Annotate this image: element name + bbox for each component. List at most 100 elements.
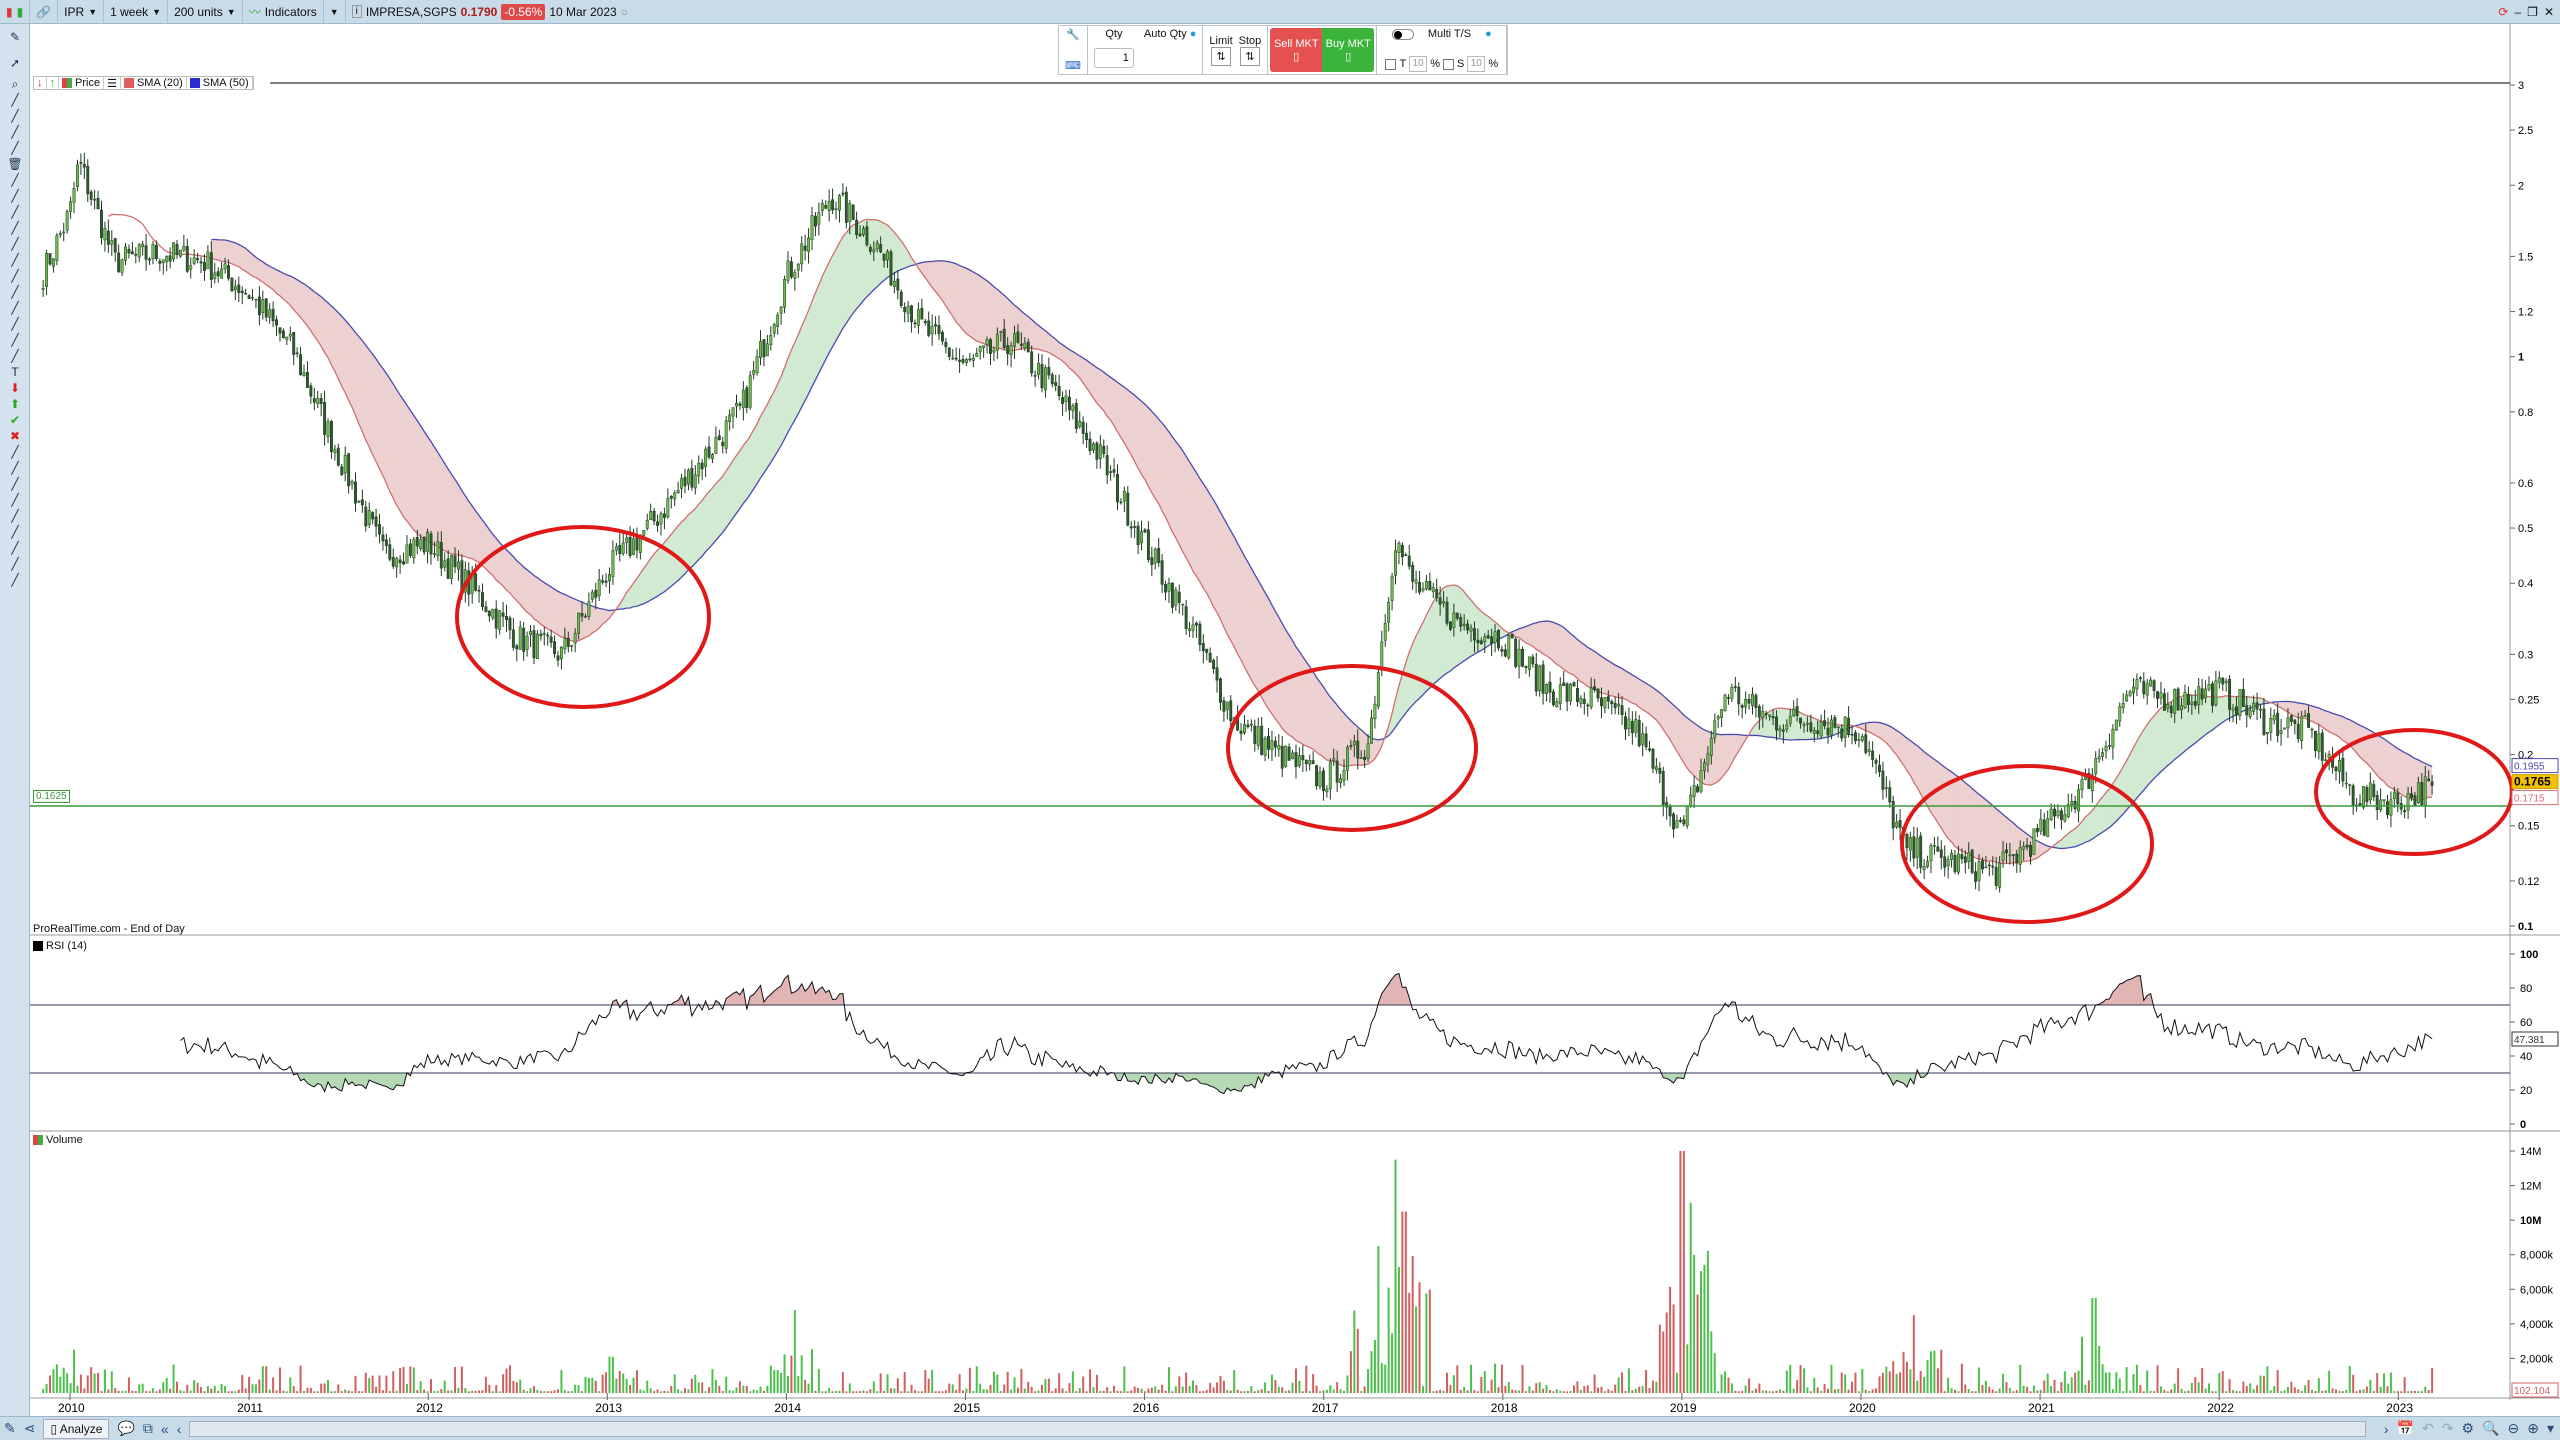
fib-tool-icon[interactable]: ╱ [11,285,19,299]
t-percent-input[interactable]: 10 [1409,56,1428,72]
sma-cloud-segment [300,281,305,322]
hline-label[interactable]: 0.1625 [33,790,70,803]
indicators-button[interactable]: 〰 Indicators [243,0,324,24]
limit-order-button[interactable]: ⇅ [1211,46,1231,66]
copy-tool-icon[interactable]: ╱ [11,125,19,139]
move-down-button[interactable]: ↓ [34,77,47,89]
refresh-icon[interactable]: ⟳ [2498,4,2509,19]
rsi-legend[interactable]: RSI (14) [33,940,87,952]
restore-icon[interactable]: ❐ [2527,4,2538,19]
analyze-button[interactable]: ▯ Analyze [43,1418,110,1439]
fan-tool-icon[interactable]: ╱ [11,333,19,347]
zoom-in-icon[interactable]: ⊕ [2527,1420,2539,1436]
price-tick-label: 0.1 [2518,921,2533,933]
link-button[interactable]: 🔗 [30,0,59,24]
line-tool-icon[interactable]: ╱ [11,205,19,219]
chart-settings-icon[interactable]: ⚙ [2461,1420,2475,1436]
close-icon[interactable]: ✕ [2543,4,2554,19]
ray-tool-icon[interactable]: ╱ [11,237,19,251]
s-checkbox[interactable] [1442,58,1454,70]
windows-icon[interactable]: ⧉ [142,1420,153,1436]
chat-icon[interactable]: 💬 [117,1420,135,1436]
buy-market-button[interactable]: Buy MKT ▯ [1322,28,1375,72]
check-tool-icon[interactable]: ✔ [9,413,21,427]
time-scrollbar[interactable] [189,1420,2366,1437]
pencil-tool-icon[interactable]: ✎ [9,30,21,44]
sma-cloud-segment [640,568,644,605]
volume-bar [1476,1391,1479,1393]
undo-icon[interactable]: ↶ [2422,1420,2434,1436]
indicators-dropdown[interactable]: ▼ [324,0,346,24]
scroll-left-icon[interactable]: ‹ [176,1420,182,1437]
info-icon[interactable]: i [351,5,362,18]
qty-input[interactable]: 1 [1093,48,1134,68]
zoom-fit-icon[interactable]: 🔍 [2482,1420,2500,1436]
volume-bar [1202,1390,1205,1393]
redo-icon[interactable]: ↷ [2441,1420,2454,1436]
channel-tool-icon[interactable]: ╱ [11,269,19,283]
stop-order-button[interactable]: ⇅ [1240,46,1260,66]
move-up-button[interactable]: ↑ [47,77,59,89]
volume-bar [1500,1364,1503,1393]
segment-tool-icon[interactable]: ╱ [11,301,19,315]
legend-sma50[interactable]: SMA (50) [187,77,253,89]
pitchfork-tool-icon[interactable]: ╱ [11,349,19,363]
arrow-down-tool-icon[interactable]: ⬇ [9,381,21,395]
triangle-tool-icon[interactable]: ╱ [11,461,19,475]
units-select[interactable]: 200 units ▼ [168,0,243,24]
grid-tool-icon[interactable]: ╱ [11,557,19,571]
trash-tool-icon[interactable]: 🗑 [7,157,23,171]
sma-cloud-segment [1052,336,1056,357]
period-select[interactable]: 1 week ▼ [104,0,169,24]
minimize-icon[interactable]: – [2514,4,2522,19]
legend-price[interactable]: Price [59,77,105,89]
alert-tool-icon[interactable]: ╱ [11,173,19,187]
volume-legend[interactable]: Volume [33,1134,83,1146]
share-icon[interactable]: ⋖ [23,1420,36,1436]
cursor-tool-icon[interactable]: ➚ [9,56,21,70]
polygon-tool-icon[interactable]: ╱ [11,477,19,491]
list-icon[interactable]: ☰ [104,76,121,90]
scroll-start-icon[interactable]: « [160,1420,169,1437]
magnet-tool-icon[interactable]: ╱ [11,525,19,539]
rectangle-tool-icon[interactable]: ╱ [11,445,19,459]
sell-market-button[interactable]: Sell MKT ▯ [1270,28,1323,72]
symbol-select[interactable]: IPR ▼ [58,0,105,24]
volume-bar [1912,1315,1915,1393]
vline-tool-icon[interactable]: ╱ [11,317,19,331]
wave-tool-icon[interactable]: ╱ [11,493,19,507]
pencil-chart-icon[interactable]: ✎ [4,1420,16,1436]
fib-time-tool-icon[interactable]: ╱ [11,573,19,587]
s-percent-input[interactable]: 10 [1467,56,1486,72]
sma-cloud-segment [1893,728,1897,756]
wrench-icon[interactable]: 🔧 [1066,29,1080,41]
cross-tool-icon[interactable]: ✖ [9,429,21,443]
candle [2410,793,2413,798]
text-tool-icon[interactable]: T [11,365,19,379]
auto-qty-button[interactable]: Auto Qty ● [1143,28,1197,40]
calendar-icon[interactable]: 📅 [2396,1420,2415,1436]
sma-cloud-segment [1162,423,1166,518]
bell-tool-icon[interactable]: ╱ [11,189,19,203]
keyboard-icon[interactable]: ⌨ [1065,60,1081,72]
trendline-tool-icon[interactable]: ╱ [11,221,19,235]
arrow-up-tool-icon[interactable]: ⬆ [9,397,21,411]
eraser-tool-icon[interactable]: ╱ [11,141,19,155]
crosshair-tool-icon[interactable]: ╱ [11,109,19,123]
scroll-right-icon[interactable]: › [2383,1420,2389,1437]
legend-sma20[interactable]: SMA (20) [121,77,187,89]
multi-ts-toggle[interactable] [1391,28,1414,40]
lock-tool-icon[interactable]: ╱ [11,541,19,555]
chart-type-button[interactable]: ▮ ▮ [0,0,31,24]
zoom-out-icon[interactable]: ⊖ [2507,1420,2520,1436]
volume-bar [165,1378,168,1393]
hline-tool-icon[interactable]: ╱ [11,253,19,267]
candle [120,259,124,273]
cycle-tool-icon[interactable]: ╱ [11,509,19,523]
more-options-icon[interactable]: ▾ [2546,1420,2554,1436]
zoom-tool-icon[interactable]: ⌕ [11,76,19,91]
ruler-tool-icon[interactable]: ╱ [11,93,19,107]
sma-cloud-segment [2284,701,2288,713]
t-checkbox[interactable] [1385,58,1397,70]
